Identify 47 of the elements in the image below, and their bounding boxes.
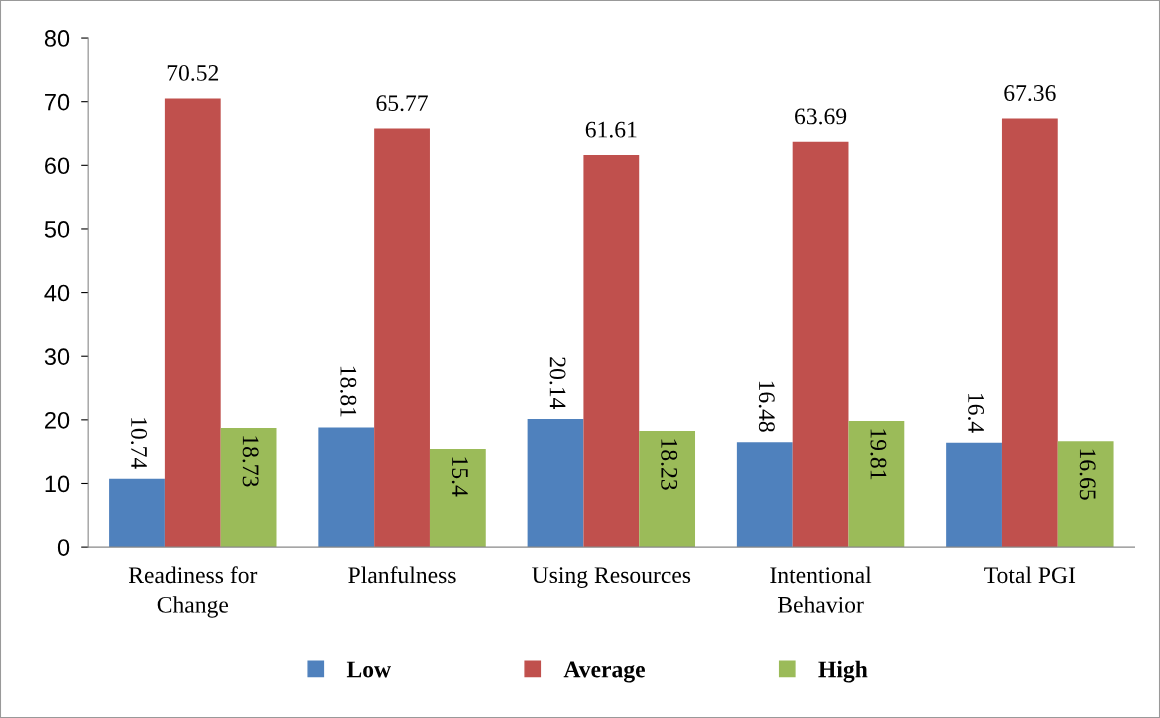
y-tick-label: 0 (57, 539, 70, 556)
bar (583, 155, 640, 548)
data-label: 16.48 (758, 381, 775, 432)
legend-label: Average (563, 661, 645, 683)
data-label: 65.77 (376, 95, 428, 112)
data-label: 18.81 (340, 366, 357, 417)
bar (946, 442, 1002, 548)
legend-label: Low (346, 661, 391, 678)
x-tick-label: Using Resources (532, 567, 691, 588)
x-tick-label: Total PGI (984, 566, 1076, 584)
data-label: 67.36 (1004, 85, 1056, 102)
bar (639, 431, 696, 548)
bar (318, 427, 375, 548)
x-tick-label: Intentional Behavior (770, 566, 872, 613)
bar (374, 128, 430, 548)
y-tick-label: 50 (44, 221, 70, 238)
bar (527, 418, 584, 548)
bar (792, 141, 849, 548)
y-tick-label: 10 (45, 475, 70, 493)
y-tick-label: 80 (44, 30, 70, 47)
data-label: 16.65 (1079, 449, 1096, 500)
y-tick-label: 20 (45, 411, 70, 429)
x-tick-label: Planfulness (348, 566, 456, 584)
bar (848, 421, 905, 548)
data-label: 20.14 (549, 357, 566, 410)
y-tick-label: 60 (45, 157, 70, 175)
data-label: 18.73 (242, 436, 259, 487)
data-label: 63.69 (795, 108, 847, 125)
data-label: 15.4 (451, 457, 468, 497)
y-tick-label: 40 (44, 284, 70, 302)
data-label: 10.74 (130, 418, 148, 469)
data-label: 18.23 (661, 439, 678, 490)
bar (109, 478, 165, 548)
x-tick-label: Readiness for Change (128, 566, 258, 618)
data-label: 16.4 (968, 393, 984, 433)
bar (164, 98, 221, 548)
y-tick-label: 70 (45, 93, 70, 111)
data-label: 61.61 (585, 121, 637, 138)
bar (220, 427, 277, 548)
bar (1001, 118, 1058, 548)
y-tick-label: 30 (44, 348, 70, 366)
legend-label: High (818, 660, 868, 683)
data-label: 70.52 (167, 64, 219, 81)
bar (429, 449, 486, 548)
bar (736, 442, 793, 548)
data-label: 19.81 (870, 429, 887, 480)
bar (1057, 441, 1114, 548)
